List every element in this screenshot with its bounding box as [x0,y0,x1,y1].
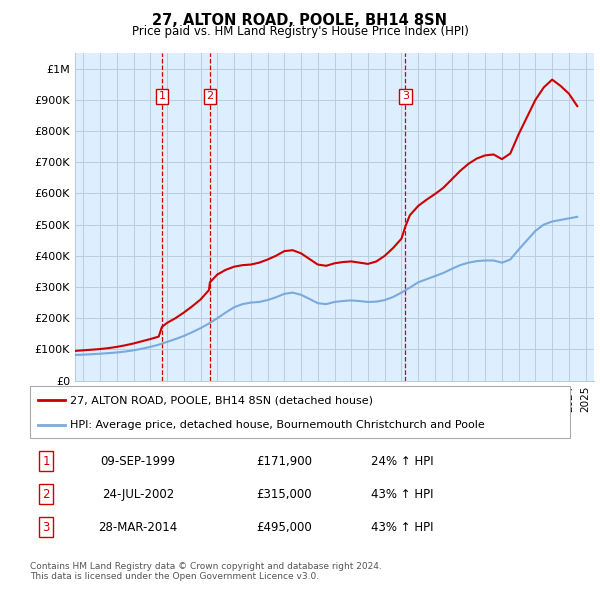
Text: 2: 2 [43,487,50,501]
FancyBboxPatch shape [30,386,570,438]
Text: 24-JUL-2002: 24-JUL-2002 [102,487,174,501]
Text: £171,900: £171,900 [256,454,312,468]
Text: 3: 3 [43,520,50,534]
Text: 09-SEP-1999: 09-SEP-1999 [100,454,176,468]
Text: 1: 1 [43,454,50,468]
Text: This data is licensed under the Open Government Licence v3.0.: This data is licensed under the Open Gov… [30,572,319,581]
Text: HPI: Average price, detached house, Bournemouth Christchurch and Poole: HPI: Average price, detached house, Bour… [71,421,485,430]
Text: £495,000: £495,000 [256,520,311,534]
Text: 43% ↑ HPI: 43% ↑ HPI [371,520,434,534]
Text: 27, ALTON ROAD, POOLE, BH14 8SN (detached house): 27, ALTON ROAD, POOLE, BH14 8SN (detache… [71,395,373,405]
Text: 27, ALTON ROAD, POOLE, BH14 8SN: 27, ALTON ROAD, POOLE, BH14 8SN [152,13,448,28]
Text: 3: 3 [402,91,409,101]
Text: 28-MAR-2014: 28-MAR-2014 [98,520,178,534]
Text: Contains HM Land Registry data © Crown copyright and database right 2024.: Contains HM Land Registry data © Crown c… [30,562,382,571]
Text: Price paid vs. HM Land Registry's House Price Index (HPI): Price paid vs. HM Land Registry's House … [131,25,469,38]
Text: 43% ↑ HPI: 43% ↑ HPI [371,487,434,501]
Text: £315,000: £315,000 [256,487,311,501]
Text: 24% ↑ HPI: 24% ↑ HPI [371,454,434,468]
Text: 1: 1 [158,91,166,101]
Text: 2: 2 [206,91,214,101]
